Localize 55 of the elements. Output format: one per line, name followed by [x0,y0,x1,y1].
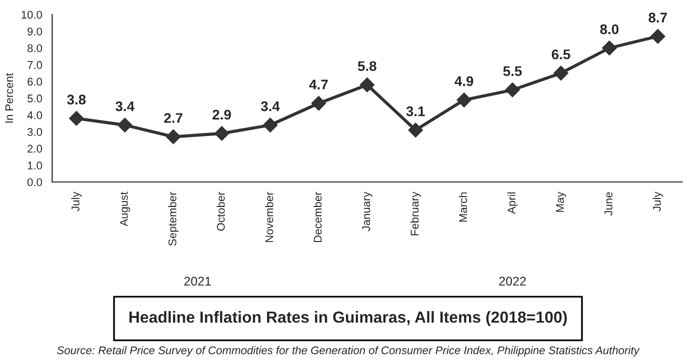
point [408,122,423,138]
point [311,96,326,111]
data-label: 2.7 [164,113,182,123]
x-tick-label: January [362,192,372,232]
point [602,40,617,56]
data-label: 4.9 [454,76,474,86]
y-tick-label: 3.0 [27,128,42,136]
text: 2022 [499,276,526,286]
point [262,118,278,132]
data-label: 6.5 [552,49,570,60]
data-label: 3.4 [260,101,280,112]
point [166,129,181,144]
y-tick-label: 6.0 [28,78,42,86]
x-tick-label: July [71,192,82,212]
x-tick-label: December [314,192,322,242]
x-tick-label: September [168,192,179,246]
y-tick-label: 2.0 [28,144,42,153]
x-tick-label: November [265,192,274,242]
x-tick-label: March [458,192,468,222]
y-axis-title: In Percent [5,73,14,123]
point [554,66,568,81]
point [360,77,375,92]
data-label: 5.5 [503,66,522,76]
y-tick-label: 0.0 [27,178,42,186]
y-tick-label: 10.0 [22,10,42,19]
text: Headline Inflation Rates in Guimaras, All Items (2018=100) [129,311,567,326]
data-label: 4.7 [309,80,328,90]
point [117,118,132,132]
data-label: 2.9 [212,110,231,120]
point [650,28,666,44]
source-note: Source: Retail Price Survey of Commodities for the Generation of Consumer Price Index, Philippine Statistics Authority [57,346,640,356]
text: 2021 [184,276,211,286]
data-label: 5.8 [358,61,376,72]
y-tick-label: 8.0 [28,44,42,52]
data-label: 3.4 [116,101,134,112]
data-label: 8.0 [600,24,618,34]
data-label: 3.8 [67,94,86,105]
y-tick-label: 9.0 [28,28,42,36]
data-label: 3.1 [406,106,425,116]
x-tick-label: February [410,192,421,236]
y-tick-label: 1.0 [28,162,42,170]
y-tick-label: 5.0 [27,94,42,102]
point [214,126,230,141]
x-tick-label: April [507,192,518,214]
y-tick-label: 7.0 [28,61,42,69]
point [505,82,520,98]
y-tick-label: 4.0 [27,111,42,120]
point [456,92,472,108]
x-tick-label: October [216,192,225,231]
data-label: 8.7 [648,12,667,22]
x-tick-label: July [652,192,664,212]
point [69,110,84,126]
x-tick-label: August [120,192,130,226]
x-tick-label: June [604,192,612,216]
x-tick-label: May [556,192,566,212]
